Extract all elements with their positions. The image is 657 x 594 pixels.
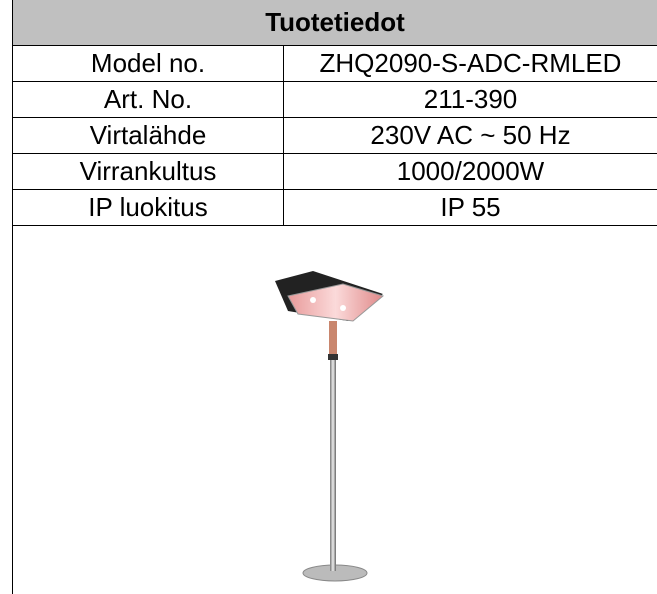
row-label: Art. No. [12, 82, 284, 118]
row-value: IP 55 [284, 190, 657, 226]
row-value: ZHQ2090-S-ADC-RMLED [284, 46, 657, 82]
product-image [12, 226, 657, 594]
row-value: 211-390 [284, 82, 657, 118]
page: Tuotetiedot Model no.ZHQ2090-S-ADC-RMLED… [0, 0, 657, 594]
row-label: Virtalähde [12, 118, 284, 154]
row-label: Model no. [12, 46, 284, 82]
row-value: 230V AC ~ 50 Hz [284, 118, 657, 154]
row-value: 1000/2000W [284, 154, 657, 190]
row-label: Virrankultus [12, 154, 284, 190]
table-title: Tuotetiedot [12, 0, 657, 46]
heater-illustration [13, 226, 657, 594]
row-label: IP luokitus [12, 190, 284, 226]
